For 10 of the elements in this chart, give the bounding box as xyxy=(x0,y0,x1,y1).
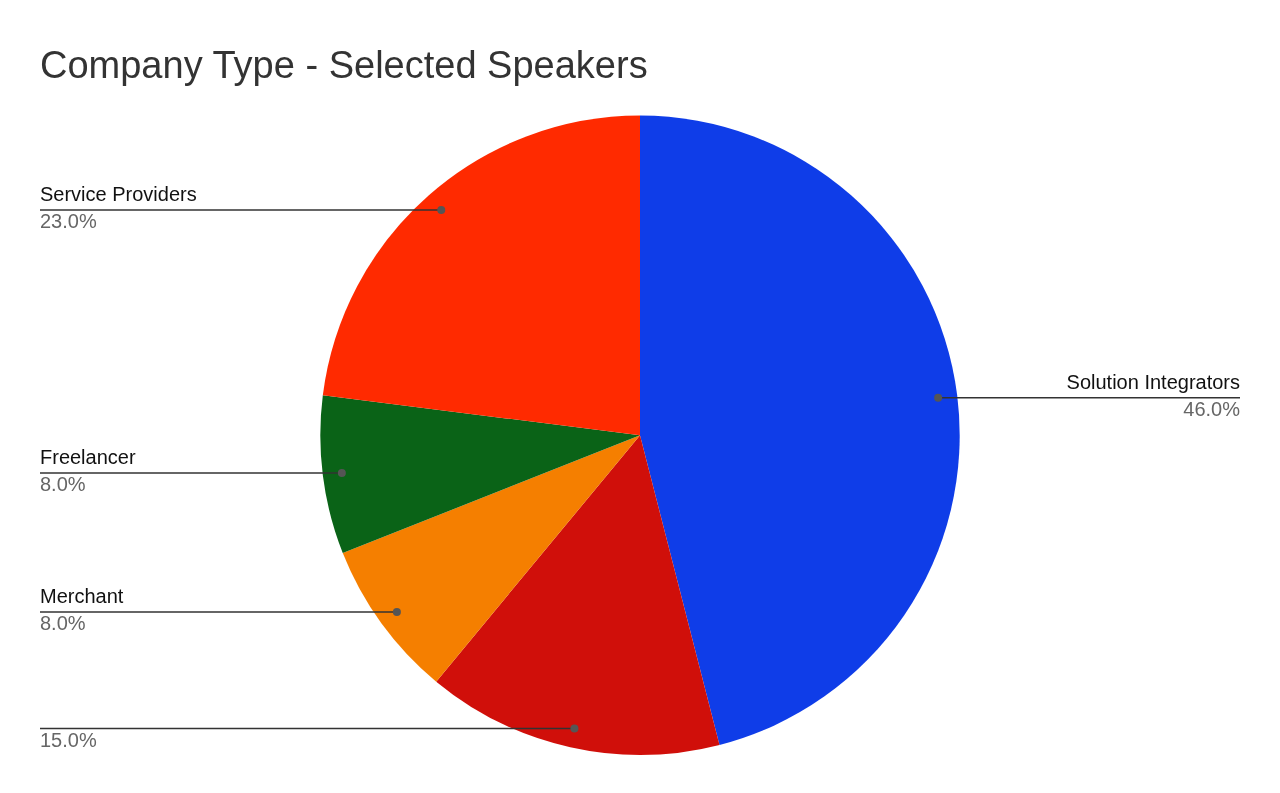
slice-label: Service Providers xyxy=(40,183,197,206)
data-label: 46.0% xyxy=(1183,398,1241,421)
data-label: 8.0% xyxy=(40,473,86,496)
slice-label: Freelancer xyxy=(40,446,136,469)
data-label: 15.0% xyxy=(40,729,97,752)
data-label: 23.0% xyxy=(40,210,97,233)
slice-label: Solution Integrators xyxy=(1066,371,1240,394)
chart-title: Company Type - Selected Speakers xyxy=(40,44,648,87)
slice-label: Merchant xyxy=(40,585,124,608)
data-label: 8.0% xyxy=(40,612,86,635)
